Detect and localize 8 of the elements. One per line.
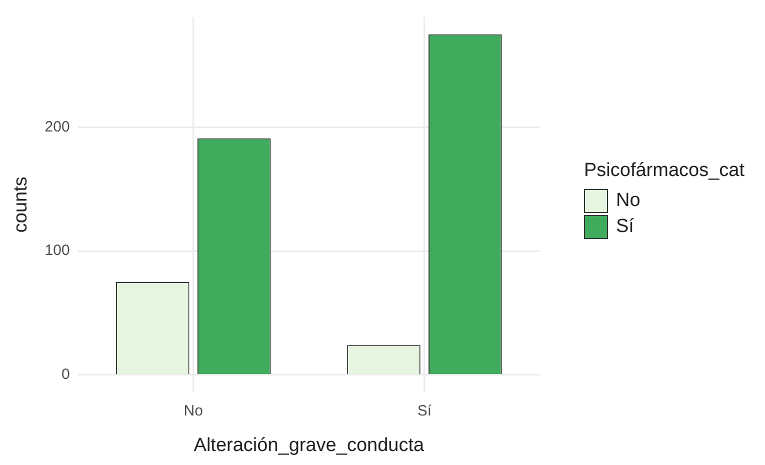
y-tick-label: 200	[44, 118, 70, 136]
x-axis-title: Alteración_grave_conducta	[194, 434, 424, 456]
legend-label: No	[616, 190, 640, 212]
y-tick-label: 100	[44, 242, 70, 260]
legend-label: Sí	[616, 216, 634, 238]
legend-title: Psicofármacos_cat	[584, 160, 745, 182]
y-axis-title: counts	[10, 176, 32, 233]
y-tick-label: 0	[61, 366, 70, 384]
